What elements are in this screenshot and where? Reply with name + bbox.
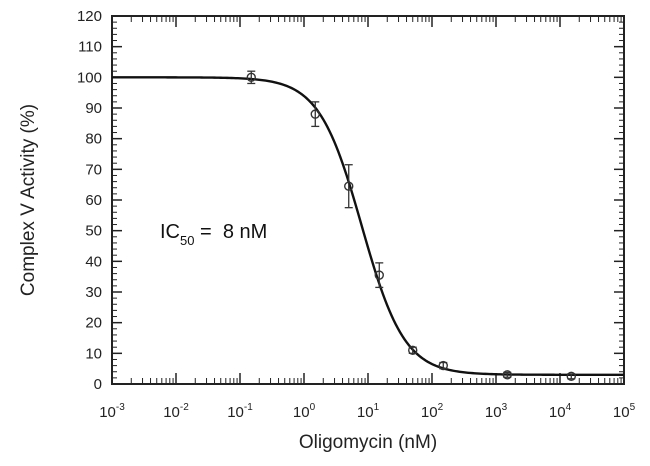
x-tick-label: 105 — [613, 402, 636, 421]
x-axis-ticks: 10-3 10-2 10-1 100 101 102 103 104 105 — [99, 16, 636, 421]
y-tick-label: 10 — [85, 345, 102, 362]
ic50-subscript: 50 — [180, 233, 194, 248]
y-tick-label: 100 — [77, 69, 102, 86]
y-tick-label: 90 — [85, 100, 102, 117]
data-point — [310, 101, 320, 128]
point-marker — [566, 371, 576, 382]
y-tick-label: 50 — [85, 223, 102, 240]
data-point — [408, 345, 418, 355]
x-tick-label: 10-3 — [99, 402, 125, 421]
point-marker — [374, 270, 384, 280]
x-tick-label: 102 — [421, 402, 444, 421]
y-axis-ticks: 0 10 20 30 40 50 60 70 80 90 100 110 120 — [77, 8, 624, 393]
point-marker — [246, 72, 256, 83]
y-tick-label: 120 — [77, 8, 102, 25]
x-tick-label: 104 — [549, 402, 572, 421]
x-tick-label: 101 — [357, 402, 380, 421]
data-points — [246, 70, 576, 382]
fit-curve — [112, 76, 624, 376]
x-tick-label: 100 — [293, 402, 316, 421]
ic50-annotation: IC50 = 8 nM — [160, 221, 267, 248]
minor-ticks — [112, 16, 624, 384]
point-marker — [438, 360, 448, 371]
y-axis-title: Complex V Activity (%) — [18, 104, 39, 296]
y-tick-label: 30 — [85, 284, 102, 301]
data-point — [438, 360, 448, 371]
data-point — [344, 164, 354, 209]
y-tick-label: 0 — [94, 376, 102, 393]
ic50-value: = 8 nM — [194, 221, 267, 243]
y-tick-label: 110 — [78, 39, 102, 56]
data-point — [374, 262, 384, 289]
data-point — [566, 371, 576, 382]
y-tick-label: 70 — [85, 161, 102, 178]
y-tick-label: 80 — [85, 131, 102, 148]
ic50-prefix: IC — [160, 221, 180, 243]
point-marker — [344, 181, 354, 191]
y-tick-label: 20 — [85, 315, 102, 332]
x-tick-label: 103 — [485, 402, 508, 421]
data-point — [246, 70, 256, 85]
point-marker — [310, 109, 320, 119]
x-axis-title: Oligomycin (nM) — [299, 432, 437, 453]
y-tick-label: 40 — [85, 253, 102, 270]
plot-frame — [111, 15, 625, 385]
point-marker — [502, 370, 512, 380]
point-marker — [408, 345, 418, 355]
x-tick-label: 10-2 — [163, 402, 189, 421]
x-tick-label: 10-1 — [227, 402, 253, 421]
data-point — [502, 370, 512, 380]
y-tick-label: 60 — [85, 192, 102, 209]
